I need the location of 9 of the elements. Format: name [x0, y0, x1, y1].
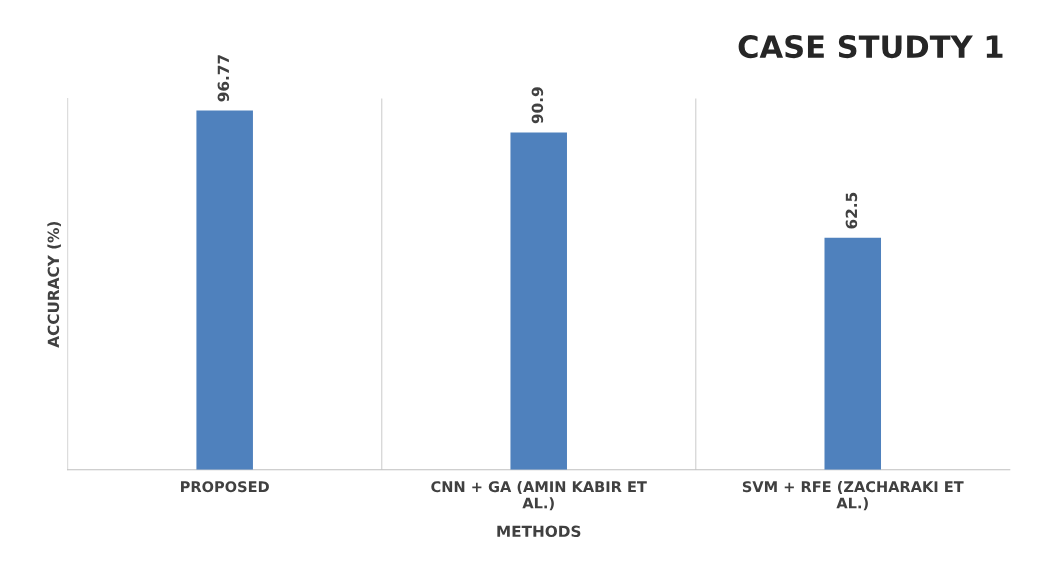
data-label: 62.5 [845, 192, 858, 229]
x-axis-title: METHODS [497, 525, 581, 538]
x-tick-label: PROPOSED [181, 481, 269, 493]
data-label: 90.9 [531, 87, 544, 124]
data-label: 96.77 [217, 55, 230, 102]
x-tick-label: CNN + GA (AMIN KABIR ET AL.) [431, 480, 647, 511]
x-tick-label: SVM + RFE (ZACHARAKI ET AL.) [742, 480, 964, 511]
chart-title: CASE STUDTY 1 [738, 35, 1003, 59]
y-axis-title: ACCURACY (%) [47, 221, 61, 348]
